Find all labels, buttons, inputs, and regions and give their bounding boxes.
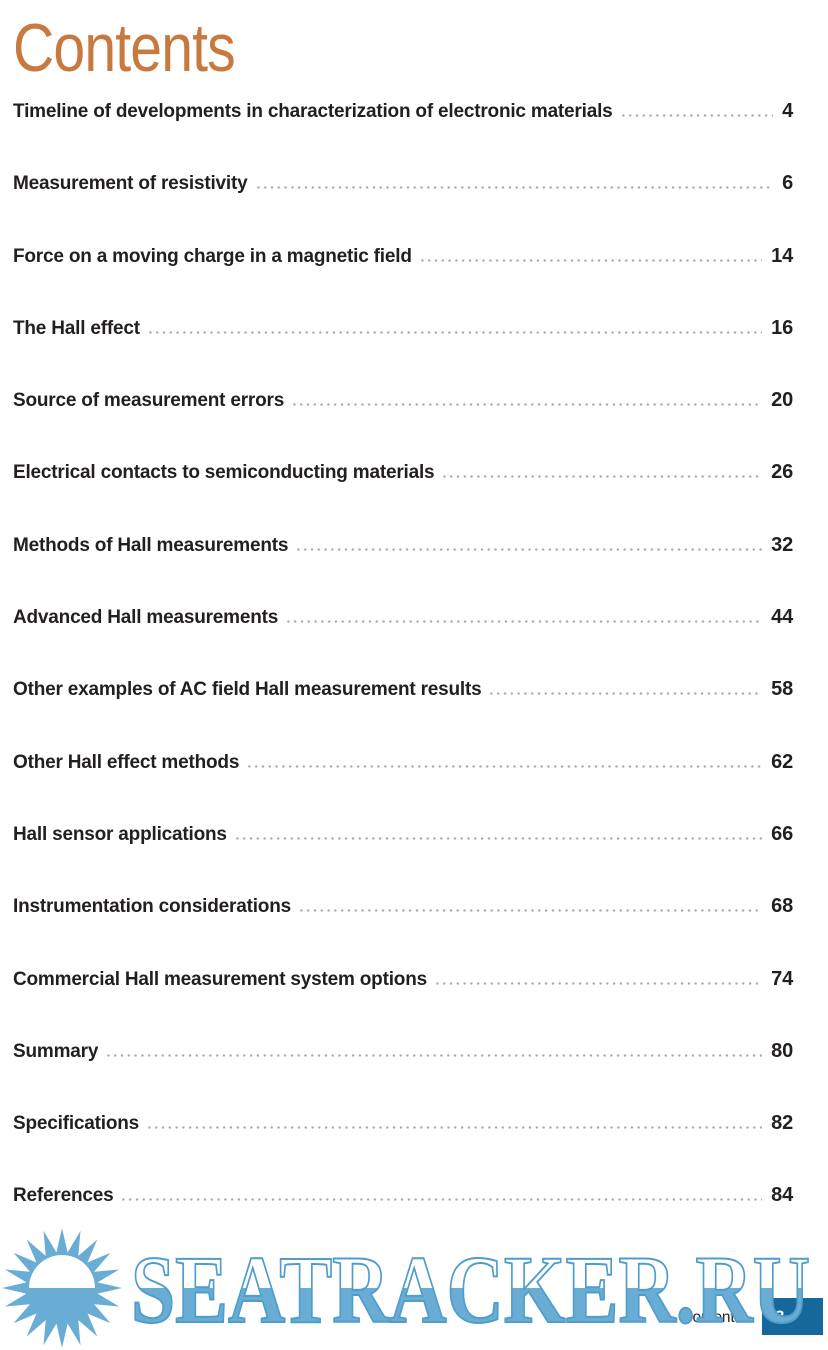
- toc-entry-label: Force on a moving charge in a magnetic f…: [13, 245, 412, 267]
- toc-entry-label: Other Hall effect methods: [13, 751, 240, 773]
- toc-leader-dots: [295, 546, 763, 551]
- toc-leader-dots: [254, 185, 774, 190]
- toc-entry-row: Measurement of resistivity 6: [13, 171, 793, 197]
- toc-entry-row: Other Hall effect methods 62: [13, 750, 793, 776]
- toc-leader-dots: [146, 329, 763, 334]
- toc-entry-row: Other examples of AC field Hall measurem…: [13, 677, 793, 703]
- toc-entry-label: Summary: [13, 1040, 99, 1062]
- toc-entry-page-number: 68: [771, 895, 793, 918]
- toc-entry-label: References: [13, 1185, 114, 1207]
- toc-entry-page-number: 14: [771, 244, 793, 267]
- toc-entry-label: Hall sensor applications: [13, 823, 227, 845]
- toc-entry-row: Summary 80: [13, 1039, 793, 1065]
- toc-leader-dots: [246, 763, 763, 768]
- toc-entry-label: Instrumentation considerations: [13, 896, 291, 918]
- toc-entry-label: Other examples of AC field Hall measurem…: [13, 679, 482, 701]
- toc-leader-dots: [297, 908, 763, 913]
- toc-entry-page-number: 84: [771, 1184, 793, 1207]
- toc-entry-label: Commercial Hall measurement system optio…: [13, 968, 427, 990]
- toc-entry-page-number: 44: [771, 606, 793, 629]
- toc-entry-page-number: 82: [771, 1112, 793, 1135]
- page-number: 3: [775, 1306, 785, 1326]
- toc-entry-page-number: 66: [771, 822, 793, 845]
- toc-entry-label: Source of measurement errors: [13, 390, 285, 412]
- toc-entry-row: Specifications 82: [13, 1111, 793, 1137]
- toc-entry-row: The Hall effect 16: [13, 316, 793, 342]
- toc-entry-page-number: 62: [771, 750, 793, 773]
- toc-leader-dots: [146, 1125, 763, 1130]
- toc-leader-dots: [441, 474, 763, 479]
- toc-leader-dots: [105, 1052, 763, 1057]
- toc-entry-page-number: 20: [771, 389, 793, 412]
- toc-entry-row: Electrical contacts to semiconducting ma…: [13, 460, 793, 486]
- toc-entry-label: Electrical contacts to semiconducting ma…: [13, 462, 435, 484]
- toc-leader-dots: [619, 113, 774, 117]
- toc-entry-label: The Hall effect: [13, 317, 140, 339]
- toc-entry-row: Hall sensor applications 66: [13, 822, 793, 848]
- toc-entry-page-number: 4: [782, 100, 793, 122]
- toc-entry-row: Timeline of developments in characteriza…: [13, 99, 793, 125]
- toc-entry-page-number: 6: [782, 172, 793, 195]
- toc-entry-label: Advanced Hall measurements: [13, 607, 279, 629]
- toc-entry-row: Force on a moving charge in a magnetic f…: [13, 244, 793, 270]
- toc-leader-dots: [291, 402, 763, 407]
- page-number-badge: 3: [762, 1298, 823, 1335]
- toc-entry-page-number: 80: [771, 1039, 793, 1062]
- toc-entry-row: References 84: [13, 1183, 793, 1209]
- toc-entry-page-number: 74: [771, 967, 793, 990]
- toc-entry-row: Methods of Hall measurements 32: [13, 533, 793, 559]
- toc-entry-label: Measurement of resistivity: [13, 173, 248, 195]
- toc-entry-row: Commercial Hall measurement system optio…: [13, 967, 793, 993]
- toc-entry-label: Specifications: [13, 1113, 140, 1135]
- toc-leader-dots: [433, 980, 763, 985]
- toc-leader-dots: [285, 619, 763, 624]
- toc-leader-dots: [120, 1197, 763, 1202]
- toc-entry-page-number: 26: [771, 461, 793, 484]
- toc-leader-dots: [233, 835, 763, 840]
- toc-entry-page-number: 32: [771, 533, 793, 556]
- toc-entry-label: Timeline of developments in characteriza…: [13, 101, 613, 122]
- table-of-contents: Timeline of developments in characteriza…: [13, 99, 793, 1256]
- toc-entry-page-number: 16: [771, 316, 793, 339]
- toc-entry-label: Methods of Hall measurements: [13, 534, 289, 556]
- toc-leader-dots: [418, 257, 763, 262]
- toc-leader-dots: [488, 691, 763, 696]
- toc-entry-page-number: 58: [771, 678, 793, 701]
- page-title: Contents: [13, 10, 236, 86]
- toc-entry-row: Source of measurement errors 20: [13, 388, 793, 414]
- footer-section-label: Contents: [681, 1309, 743, 1326]
- toc-entry-row: Instrumentation considerations 68: [13, 894, 793, 920]
- toc-entry-row: Advanced Hall measurements 44: [13, 605, 793, 631]
